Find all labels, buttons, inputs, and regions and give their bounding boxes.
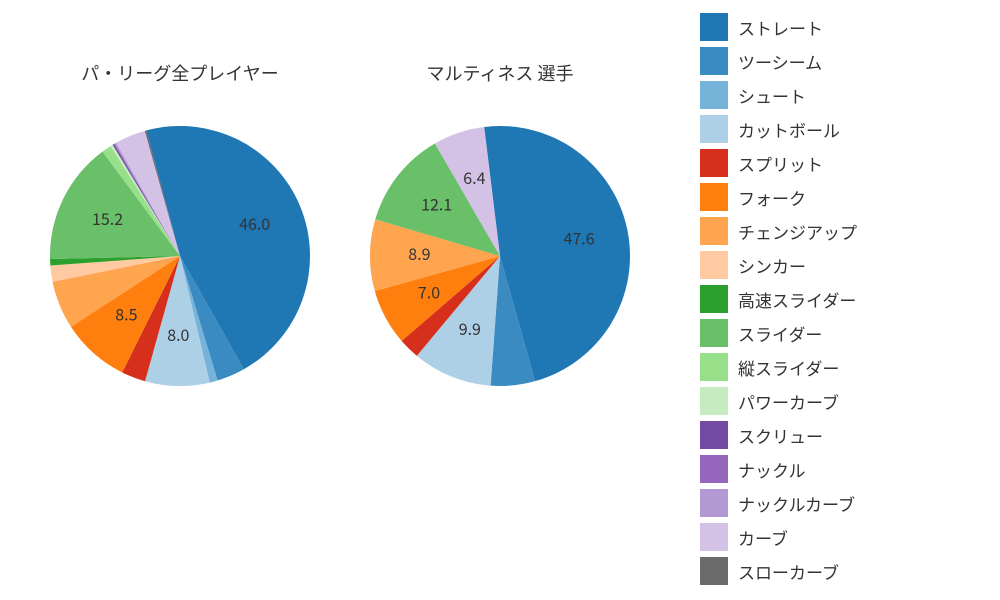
legend-area: ストレートツーシームシュートカットボールスプリットフォークチェンジアップシンカー… [690,0,1000,600]
legend-label: シンカー [738,253,806,278]
legend-swatch [700,285,728,313]
chart-title: マルティネス 選手 [427,60,574,86]
legend-item: 縦スライダー [700,350,1000,384]
legend-item: ストレート [700,10,1000,44]
chart-title: パ・リーグ全プレイヤー [81,60,278,86]
legend-swatch [700,489,728,517]
legend-swatch [700,47,728,75]
legend-item: シンカー [700,248,1000,282]
chart-block: パ・リーグ全プレイヤー 46.0 8.0 8.5 15.2 [40,60,320,396]
legend-label: スプリット [738,151,823,176]
legend-swatch [700,13,728,41]
legend-label: ストレート [738,15,823,40]
chart-container: パ・リーグ全プレイヤー 46.0 8.0 8.5 15.2 マルティネス 選手 47.6 9.… [0,0,1000,600]
slice-label: 6.4 [463,165,485,189]
pie-chart: 47.6 9.9 7.0 8.9 12.1 6.4 [360,116,640,396]
legend-swatch [700,421,728,449]
slice-label: 15.2 [92,206,123,230]
legend-swatch [700,455,728,483]
legend-label: ツーシーム [738,49,822,74]
legend-item: ナックル [700,452,1000,486]
legend-label: フォーク [738,185,806,210]
legend-swatch [700,353,728,381]
charts-area: パ・リーグ全プレイヤー 46.0 8.0 8.5 15.2 マルティネス 選手 47.6 9.… [0,0,690,600]
legend-label: パワーカーブ [738,389,839,414]
legend-swatch [700,149,728,177]
legend-item: シュート [700,78,1000,112]
legend-label: スローカーブ [738,559,839,584]
legend-swatch [700,387,728,415]
legend-item: カーブ [700,520,1000,554]
legend-label: 高速スライダー [738,287,856,312]
legend-item: ナックルカーブ [700,486,1000,520]
slice-label: 12.1 [421,192,452,216]
legend-swatch [700,81,728,109]
slice-label: 9.9 [459,316,481,340]
slice-label: 8.5 [115,302,137,326]
slice-label: 7.0 [418,279,440,303]
legend-label: スライダー [738,321,822,346]
slice-label: 46.0 [239,211,270,235]
legend-item: スローカーブ [700,554,1000,588]
legend-list: ストレートツーシームシュートカットボールスプリットフォークチェンジアップシンカー… [700,10,1000,588]
legend-swatch [700,557,728,585]
legend-label: シュート [738,83,806,108]
legend-item: スクリュー [700,418,1000,452]
legend-swatch [700,217,728,245]
legend-item: チェンジアップ [700,214,1000,248]
legend-swatch [700,183,728,211]
legend-item: フォーク [700,180,1000,214]
legend-label: ナックルカーブ [738,491,855,516]
legend-label: チェンジアップ [738,219,857,244]
legend-swatch [700,523,728,551]
legend-item: スライダー [700,316,1000,350]
legend-item: 高速スライダー [700,282,1000,316]
slice-label: 47.6 [563,226,594,250]
legend-item: カットボール [700,112,1000,146]
legend-label: カーブ [738,525,788,550]
legend-item: スプリット [700,146,1000,180]
legend-label: 縦スライダー [738,355,839,380]
slice-label: 8.9 [408,241,430,265]
chart-block: マルティネス 選手 47.6 9.9 7.0 8.9 12.1 6.4 [360,60,640,396]
legend-swatch [700,251,728,279]
legend-label: スクリュー [738,423,823,448]
pie-chart: 46.0 8.0 8.5 15.2 [40,116,320,396]
legend-label: ナックル [738,457,806,482]
legend-swatch [700,319,728,347]
legend-item: ツーシーム [700,44,1000,78]
slice-label: 8.0 [167,322,189,346]
legend-label: カットボール [738,117,840,142]
legend-item: パワーカーブ [700,384,1000,418]
legend-swatch [700,115,728,143]
